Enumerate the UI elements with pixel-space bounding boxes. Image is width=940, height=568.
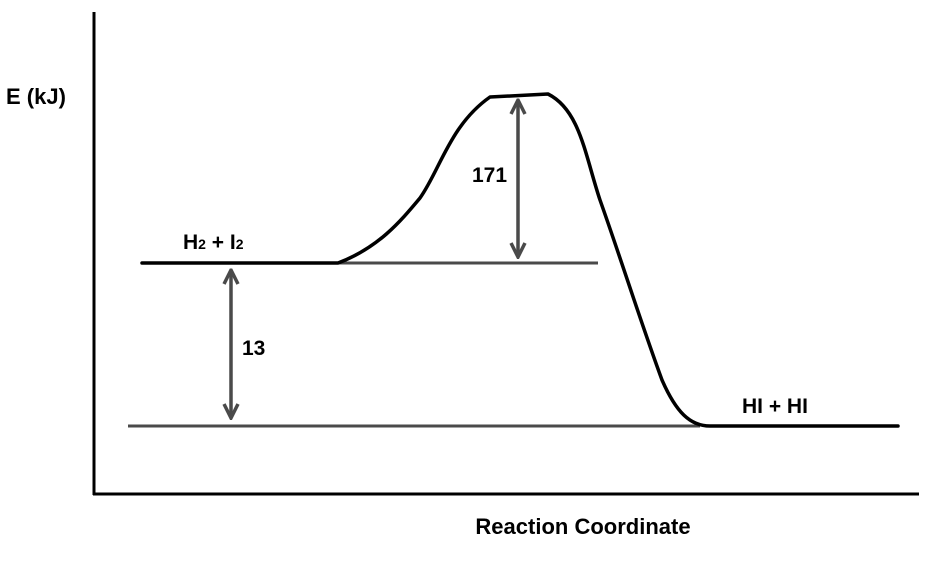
reactants-label-base: H (183, 231, 198, 254)
activation-energy-label: 171 (472, 164, 507, 187)
products-label: HI + HI (742, 395, 808, 418)
x-axis-label: Reaction Coordinate (475, 514, 690, 539)
enthalpy-change-label: 13 (242, 337, 265, 360)
reactants-label-mid: + I (206, 231, 236, 254)
reactants-label: H2 + I2 (183, 231, 244, 254)
reactants-label-sub2: 2 (236, 236, 244, 252)
energy-curve (140, 92, 900, 428)
reactants-label-sub1: 2 (198, 236, 206, 252)
y-axis-label: E (kJ) (6, 84, 66, 109)
